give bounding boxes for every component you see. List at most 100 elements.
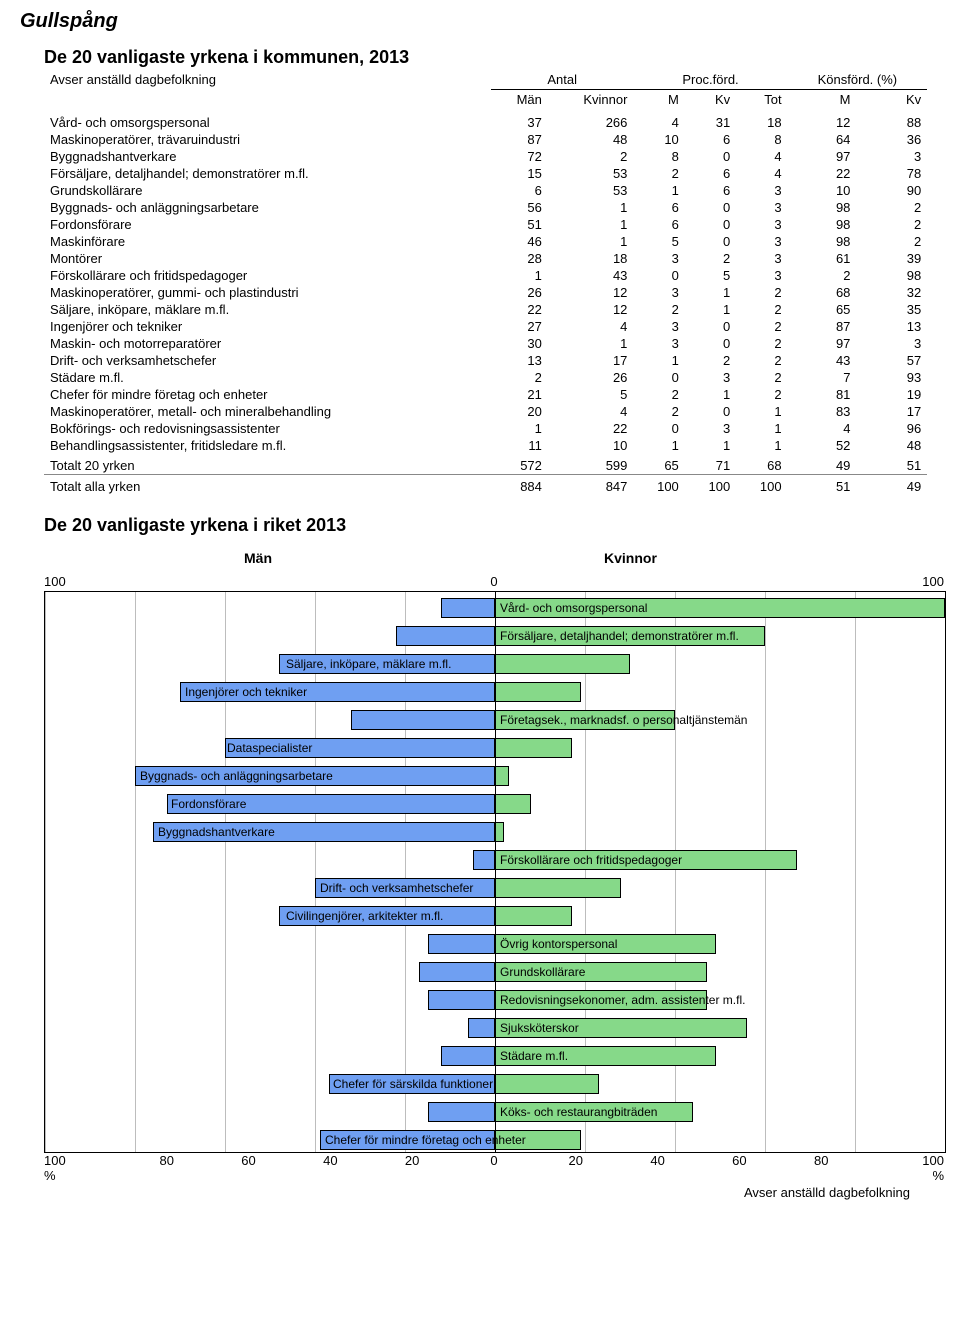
col-man: Män <box>491 90 548 110</box>
bar-label: Fordonsförare <box>171 797 246 811</box>
table-row: Grundskollärare6531631090 <box>44 182 927 199</box>
bar-male <box>419 962 496 982</box>
bar-male <box>428 934 496 954</box>
table-row: Maskinoperatörer, trävaruindustri8748106… <box>44 131 927 148</box>
axis-tick: 100 <box>862 1153 944 1168</box>
bar-male <box>468 1018 495 1038</box>
bar-female <box>495 794 531 814</box>
hdr-kons: Könsförd. (%) <box>788 70 928 90</box>
table-total-20: Totalt 20 yrken5725996571684951 <box>44 454 927 475</box>
col-m: M <box>633 90 684 110</box>
chart-box: Vård- och omsorgspersonal Försäljare, det… <box>44 591 946 1153</box>
col-kv2: Kv <box>856 90 927 110</box>
bar-label: Säljare, inköpare, mäklare m.fl. <box>286 657 451 671</box>
chart-bar-row: Dataspecialister <box>45 738 945 760</box>
bar-label: Ingenjörer och tekniker <box>185 685 307 699</box>
scale-mid: 0 <box>344 574 644 589</box>
table-total-all: Totalt alla yrken8848471001001005149 <box>44 475 927 496</box>
table-row: Förskollärare och fritidspedagoger143053… <box>44 267 927 284</box>
chart-bar-row: Säljare, inköpare, mäklare m.fl. <box>45 654 945 676</box>
chart-bar-row: Grundskollärare <box>45 962 945 984</box>
chart-bar-row: Övrig kontorspersonal <box>45 934 945 956</box>
chart-bar-row: Städare m.fl. <box>45 1046 945 1068</box>
table-row: Vård- och omsorgspersonal37266431181288 <box>44 109 927 131</box>
bar-label: Företagsek., marknadsf. o personaltjänst… <box>500 713 747 727</box>
hdr-proc: Proc.förd. <box>633 70 787 90</box>
bar-male <box>428 990 496 1010</box>
bar-male <box>441 1046 495 1066</box>
col-kv: Kv <box>685 90 736 110</box>
table-title: De 20 vanligaste yrkena i kommunen, 2013 <box>44 47 940 68</box>
chart-bar-row: Byggnadshantverkare <box>45 822 945 844</box>
bar-female <box>495 906 572 926</box>
chart-bar-row: Köks- och restaurangbiträden <box>45 1102 945 1124</box>
bar-male <box>428 1102 496 1122</box>
chart-bar-row: Vård- och omsorgspersonal <box>45 598 945 620</box>
bar-male <box>351 710 495 730</box>
bar-female <box>495 738 572 758</box>
chart-bar-row: Civilingenjörer, arkitekter m.fl. <box>45 906 945 928</box>
axis-tick: 100 <box>44 1153 126 1168</box>
axis-tick: 60 <box>208 1153 290 1168</box>
chart-axis-bottom: 10080604020020406080100 <box>44 1153 944 1168</box>
bar-label: Drift- och verksamhetschefer <box>320 881 473 895</box>
col-tot: Tot <box>736 90 787 110</box>
bar-label: Försäljare, detaljhandel; demonstratörer… <box>500 629 739 643</box>
bar-label: Chefer för särskilda funktioner <box>333 1077 493 1091</box>
chart-bar-row: Chefer för särskilda funktioner <box>45 1074 945 1096</box>
table-row: Försäljare, detaljhandel; demonstratörer… <box>44 165 927 182</box>
table-row: Chefer för mindre företag och enheter215… <box>44 386 927 403</box>
bar-male <box>396 626 495 646</box>
axis-tick: 40 <box>289 1153 371 1168</box>
axis-tick: 20 <box>535 1153 617 1168</box>
bar-label: Övrig kontorspersonal <box>500 937 617 951</box>
pct-right: % <box>932 1168 944 1183</box>
bar-label: Redovisningsekonomer, adm. assistenter m… <box>500 993 745 1007</box>
table-row: Montörer28183236139 <box>44 250 927 267</box>
bar-female <box>495 822 504 842</box>
chart-bar-row: Företagsek., marknadsf. o personaltjänst… <box>45 710 945 732</box>
table-row: Maskinförare461503982 <box>44 233 927 250</box>
table-row: Fordonsförare511603982 <box>44 216 927 233</box>
chart-bar-row: Förskollärare och fritidspedagoger <box>45 850 945 872</box>
chart-men-label: Män <box>244 550 272 566</box>
axis-tick: 40 <box>617 1153 699 1168</box>
chart-bar-row: Försäljare, detaljhandel; demonstratörer… <box>45 626 945 648</box>
axis-tick: 20 <box>371 1153 453 1168</box>
bar-label: Städare m.fl. <box>500 1049 568 1063</box>
axis-tick: 80 <box>780 1153 862 1168</box>
bar-male <box>441 598 495 618</box>
table-row: Städare m.fl.226032793 <box>44 369 927 386</box>
bar-label: Förskollärare och fritidspedagoger <box>500 853 682 867</box>
table-row: Maskinoperatörer, gummi- och plastindust… <box>44 284 927 301</box>
occupation-table: Avser anställd dagbefolkning Antal Proc.… <box>44 70 927 495</box>
axis-tick: 0 <box>453 1153 535 1168</box>
bar-label: Sjuksköterskor <box>500 1021 579 1035</box>
col-kvinnor: Kvinnor <box>548 90 634 110</box>
table-row: Byggnadshantverkare722804973 <box>44 148 927 165</box>
table-row: Byggnads- och anläggningsarbetare5616039… <box>44 199 927 216</box>
table-subtitle: Avser anställd dagbefolkning <box>44 70 491 90</box>
scale-right: 100 <box>644 574 944 589</box>
table-row: Säljare, inköpare, mäklare m.fl.22122126… <box>44 301 927 318</box>
bar-male <box>473 850 496 870</box>
chart-bar-row: Redovisningsekonomer, adm. assistenter m… <box>45 990 945 1012</box>
table-row: Drift- och verksamhetschefer13171224357 <box>44 352 927 369</box>
chart-bar-row: Byggnads- och anläggningsarbetare <box>45 766 945 788</box>
chart-women-label: Kvinnor <box>604 550 657 566</box>
bar-female <box>495 682 581 702</box>
bar-female <box>495 878 621 898</box>
table-row: Behandlingsassistenter, fritidsledare m.… <box>44 437 927 454</box>
col-m2: M <box>788 90 857 110</box>
chart-bar-row: Fordonsförare <box>45 794 945 816</box>
axis-tick: 80 <box>126 1153 208 1168</box>
bar-label: Vård- och omsorgspersonal <box>500 601 647 615</box>
chart-bar-row: Drift- och verksamhetschefer <box>45 878 945 900</box>
bar-female <box>495 766 509 786</box>
table-row: Maskin- och motorreparatörer301302973 <box>44 335 927 352</box>
bar-label: Dataspecialister <box>227 741 312 755</box>
chart-scale-top: 100 0 100 <box>44 574 944 589</box>
axis-tick: 60 <box>699 1153 781 1168</box>
scale-left: 100 <box>44 574 344 589</box>
chart-bar-row: Ingenjörer och tekniker <box>45 682 945 704</box>
